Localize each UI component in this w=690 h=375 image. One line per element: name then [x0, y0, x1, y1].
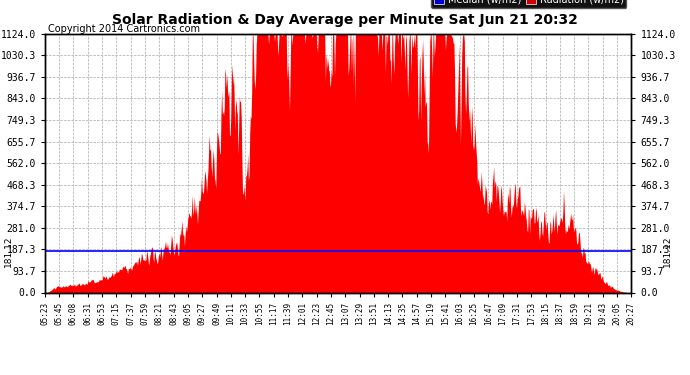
Text: 181.12: 181.12	[4, 235, 13, 267]
Text: Solar Radiation & Day Average per Minute Sat Jun 21 20:32: Solar Radiation & Day Average per Minute…	[112, 13, 578, 27]
Legend: Median (w/m2), Radiation (w/m2): Median (w/m2), Radiation (w/m2)	[431, 0, 627, 8]
Text: Copyright 2014 Cartronics.com: Copyright 2014 Cartronics.com	[48, 24, 200, 34]
Text: 181.12: 181.12	[663, 235, 672, 267]
